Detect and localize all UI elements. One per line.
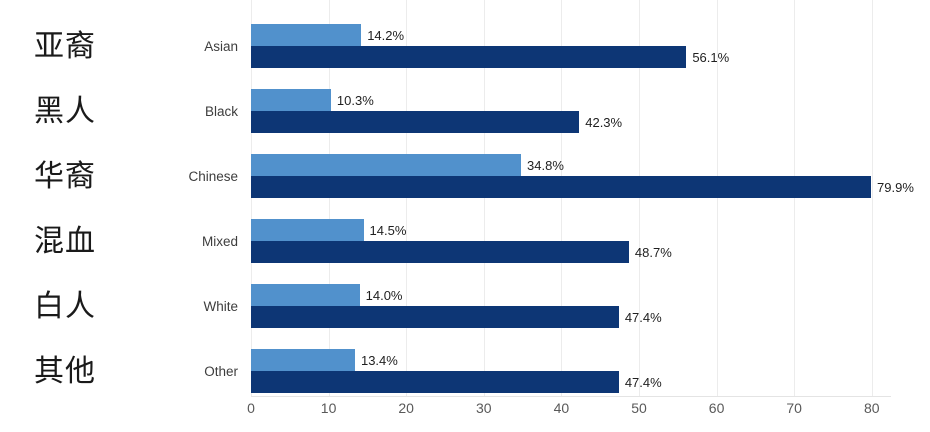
category-label-cn: 白人 [34,290,96,323]
category-label-other: 其他 Other [0,343,248,401]
category-label-en: White [203,299,238,315]
x-axis: 0 10 20 30 40 50 60 70 80 [247,400,930,424]
x-axis-tick-40: 40 [553,400,570,416]
bar-value-light-black: 10.3% [336,92,374,108]
bar-light-chinese [251,154,522,176]
category-label-en: Chinese [188,169,238,185]
gridline [328,0,330,397]
category-label-white: 白人 White [0,278,248,336]
category-label-black: 黑人 Black [0,83,248,141]
x-axis-tick-10: 10 [320,400,337,416]
category-label-en: Asian [204,39,238,55]
category-label-cn: 华裔 [34,160,96,193]
bar-value-light-white: 14.0% [365,287,403,303]
bar-value-light-mixed: 14.5% [369,222,407,238]
bar-value-dark-asian: 56.1% [692,49,730,65]
x-axis-tick-70: 70 [786,400,802,416]
gridline [794,0,796,397]
x-axis-tick-30: 30 [476,400,492,416]
category-label-asian: 亚裔 Asian [0,18,248,76]
category-label-en: Other [204,364,238,380]
bar-light-white [251,284,360,306]
bar-value-dark-white: 47.4% [624,309,662,325]
bar-light-other [251,349,355,371]
bar-value-dark-chinese: 79.9% [877,179,914,195]
bar-dark-mixed [251,241,629,263]
gridline [561,0,563,397]
gridline [251,0,252,397]
x-axis-tick-80: 80 [864,400,880,416]
category-label-cn: 其他 [34,355,96,388]
x-axis-tick-0: 0 [247,400,255,416]
x-axis-tick-50: 50 [631,400,647,416]
gridline [871,0,873,397]
bar-dark-other [251,371,619,393]
gridline [483,0,485,397]
bar-value-light-other: 13.4% [360,352,398,368]
category-label-cn: 混血 [34,225,96,258]
gridline [716,0,718,397]
bar-value-dark-mixed: 48.7% [634,244,672,260]
category-label-en: Black [204,104,238,120]
x-axis-baseline [251,396,891,397]
x-axis-tick-20: 20 [398,400,414,416]
gridline [406,0,408,397]
category-label-en: Mixed [201,234,238,250]
gridline [639,0,640,397]
category-label-mixed: 混血 Mixed [0,213,248,271]
bar-dark-asian [251,46,687,68]
bar-dark-black [251,111,580,133]
bar-value-light-asian: 14.2% [367,27,405,43]
plot-area: 14.2% 56.1% 10.3% 42.3% 34.8% 79.9% 14.5% 48.7%… [251,0,930,397]
bar-dark-white [251,306,619,328]
bar-dark-chinese [251,176,872,198]
category-label-chinese: 华裔 Chinese [0,148,248,206]
bar-light-asian [251,24,362,46]
bar-value-dark-other: 47.4% [624,374,662,390]
bar-value-light-chinese: 34.8% [527,157,564,173]
category-label-cn: 黑人 [34,95,96,128]
x-axis-tick-60: 60 [708,400,725,416]
bar-value-dark-black: 42.3% [585,114,623,130]
category-label-cn: 亚裔 [34,30,96,63]
bar-light-mixed [251,219,364,241]
bar-light-black [251,89,331,111]
